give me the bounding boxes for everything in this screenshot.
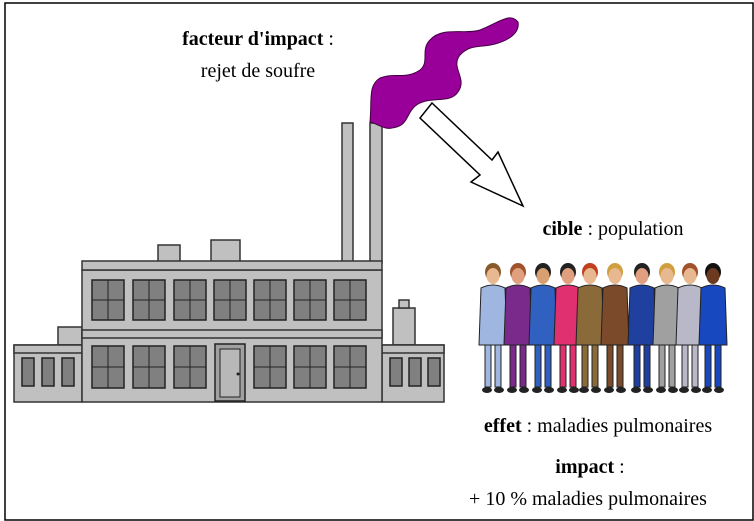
text: : maladies pulmonaires: [522, 415, 713, 437]
separator: :: [614, 456, 625, 478]
diagram: facteur d'impact : rejet de soufre cible…: [0, 0, 754, 521]
impact-detail: + 10 % maladies pulmonaires: [469, 488, 707, 510]
term: impact: [555, 456, 614, 478]
term: facteur d'impact: [182, 28, 324, 50]
window: [62, 358, 74, 386]
term: effet: [484, 415, 522, 437]
effect-label: effet : maladies pulmonaires: [484, 415, 712, 437]
separator: :: [323, 28, 334, 50]
text: : population: [582, 218, 683, 240]
impact-label: impact :: [555, 456, 624, 478]
target-label: cible : population: [542, 218, 683, 240]
window: [22, 358, 34, 386]
impact-factor-label: facteur d'impact :: [182, 28, 334, 50]
window: [390, 358, 402, 386]
window: [428, 358, 440, 386]
impact-factor-detail: rejet de soufre: [201, 60, 316, 82]
term: cible: [542, 218, 582, 240]
window: [42, 358, 54, 386]
window: [409, 358, 421, 386]
